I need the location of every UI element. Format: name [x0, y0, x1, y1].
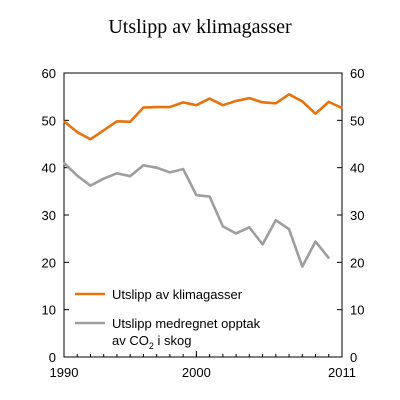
data-point: [116, 172, 118, 175]
y-tick-label-left: 0: [49, 350, 56, 365]
data-point: [314, 240, 317, 243]
y-tick-label-left: 30: [42, 208, 56, 223]
data-point: [235, 100, 237, 102]
data-point: [274, 102, 277, 105]
legend-label-1: Utslipp av klimagasser: [112, 287, 243, 302]
data-point: [327, 257, 330, 259]
series-line-1: [63, 93, 343, 141]
data-point: [155, 106, 158, 108]
data-point: [89, 138, 92, 141]
data-point: [327, 100, 330, 103]
data-point: [63, 162, 65, 164]
y-tick-label-left: 40: [42, 161, 56, 176]
data-point: [182, 168, 185, 170]
data-point: [221, 225, 224, 228]
data-point: [301, 265, 304, 268]
plot-frame: [63, 72, 343, 358]
data-point: [261, 101, 264, 104]
data-point: [288, 228, 290, 231]
data-point: [89, 184, 92, 187]
y-tick-label-right: 0: [350, 350, 357, 365]
y-tick-label-right: 50: [350, 113, 364, 128]
data-point: [76, 131, 79, 134]
data-point: [102, 177, 105, 180]
y-tick-label-left: 20: [42, 255, 56, 270]
data-point: [155, 166, 158, 169]
data-point: [129, 175, 132, 178]
y-tick-label-right: 40: [350, 161, 364, 176]
data-point: [63, 120, 65, 123]
data-point: [235, 232, 237, 235]
y-tick-label-right: 20: [350, 255, 364, 270]
y-tick-label-right: 30: [350, 208, 364, 223]
data-point: [142, 106, 145, 109]
data-point: [248, 97, 251, 99]
y-tick-label-left: 10: [42, 303, 56, 318]
data-point: [129, 120, 132, 123]
data-point: [142, 164, 145, 167]
data-point: [274, 219, 277, 222]
legend-label-2-line2: av CO2 i skog: [112, 333, 191, 351]
data-point: [102, 129, 105, 132]
data-point: [221, 104, 224, 107]
y-tick-label-right: 10: [350, 303, 364, 318]
legend-label-2-line1: Utslipp medregnet opptak: [112, 316, 261, 331]
x-tick-label: 2000: [182, 365, 211, 380]
x-tick-label: 2011: [328, 365, 356, 380]
data-point: [169, 171, 171, 174]
data-point: [208, 195, 211, 198]
data-point: [341, 107, 343, 109]
chart-title: Utslipp av klimagasser: [108, 16, 292, 38]
data-point: [288, 93, 290, 96]
x-tick-label: 1990: [50, 365, 79, 380]
data-point: [195, 104, 198, 107]
data-point: [261, 243, 264, 246]
data-point: [182, 101, 185, 104]
data-point: [195, 194, 198, 197]
data-point: [169, 106, 171, 108]
y-tick-label-left: 50: [42, 113, 56, 128]
data-point: [314, 112, 317, 115]
y-tick-label-right: 60: [350, 66, 364, 81]
data-point: [301, 100, 304, 103]
data-point: [248, 226, 251, 229]
data-point: [76, 174, 79, 177]
data-point: [208, 97, 211, 100]
y-tick-label-left: 60: [42, 66, 56, 81]
data-point: [116, 120, 118, 123]
